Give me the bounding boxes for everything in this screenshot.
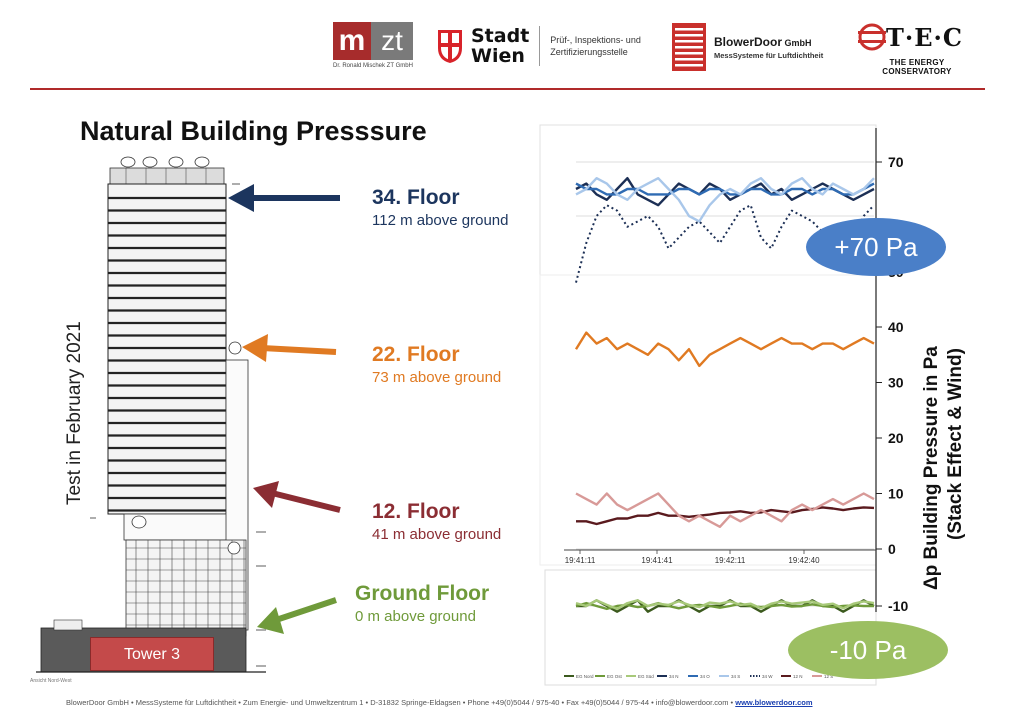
series-12-s: [575, 492, 875, 528]
mzt-logo-zt: zt: [371, 22, 413, 60]
floor-height-ground: 0 m above ground: [355, 608, 476, 625]
legend-entry: EG Ost: [607, 674, 623, 679]
tower-caption: Ansicht Nord-West: [30, 678, 72, 684]
blowerdoor-logo: BlowerDoor GmbH MessSysteme für Luftdich…: [672, 22, 823, 72]
callout-bottom-pressure: -10 Pa: [788, 621, 948, 679]
tower-drawing: [36, 156, 266, 673]
y-tick-label: 0: [888, 541, 896, 557]
footer: BlowerDoor GmbH • MessSysteme für Luftdi…: [66, 698, 966, 707]
page-title: Natural Building Presssure: [80, 116, 427, 146]
floor-label-12: 12. Floor 41 m above ground: [372, 500, 501, 543]
y-tick-label: 40: [888, 319, 904, 335]
x-tick-label: 19:41:41: [641, 556, 673, 565]
wien-line1: Stadt: [471, 25, 530, 47]
floor-label-22: 22. Floor 73 m above ground: [372, 343, 501, 386]
blowerdoor-gmbh: GmbH: [782, 37, 812, 48]
floor-label-34: 34. Floor 112 m above ground: [372, 186, 509, 229]
legend-entry: 34 W: [762, 674, 773, 679]
floor-name-22: 22. Floor: [372, 343, 460, 366]
callout-top-pressure: +70 Pa: [806, 218, 946, 276]
y-tick-label: 10: [888, 486, 904, 502]
tec-letters: T·E·C: [886, 22, 963, 52]
series-34-s: [575, 176, 875, 223]
floor-height-34: 112 m above ground: [372, 212, 509, 229]
legend-entry: 34 O: [700, 674, 710, 679]
mzt-logo-subtitle: Dr. Ronald Mischek ZT GmbH: [333, 63, 413, 69]
floor-name-ground: Ground Floor: [355, 582, 490, 605]
series-34-n: [575, 176, 875, 207]
x-tick-label: 19:42:11: [715, 556, 746, 565]
blowerdoor-name: BlowerDoor: [714, 34, 783, 49]
header-rule: [30, 88, 985, 90]
blowerdoor-stripes-icon: [672, 23, 706, 71]
chart-ylabel-line2: (Stack Effect & Wind): [945, 348, 966, 540]
legend-entry: 34 S: [731, 674, 740, 679]
footer-text: BlowerDoor GmbH • MessSysteme für Luftdi…: [66, 698, 734, 707]
tec-subtitle: THE ENERGY CONSERVATORY: [882, 58, 952, 76]
series-eg-s-d: [575, 599, 875, 611]
wien-divider: [539, 26, 541, 66]
wien-desc-line1: Prüf-, Inspektions- und: [550, 35, 641, 45]
x-tick-label: 19:42:40: [788, 556, 820, 565]
blowerdoor-subtitle: MessSysteme für Luftdichtheit: [714, 50, 824, 60]
y-tick-label: 20: [888, 430, 904, 446]
floor-name-12: 12. Floor: [372, 500, 460, 523]
floor-label-ground: Ground Floor 0 m above ground: [355, 582, 489, 625]
chart-ylabel-line1: Δp Building Pressure in Pa: [921, 346, 942, 590]
legend-entry: EG Nord: [576, 674, 594, 679]
legend-entry: EG Süd: [638, 674, 654, 679]
wien-shield-icon: [438, 30, 462, 63]
y-tick-label: -10: [888, 598, 908, 614]
legend-entry: 12 N: [793, 674, 803, 679]
footer-link[interactable]: www.blowerdoor.com: [735, 698, 813, 707]
legend-entry: 34 N: [669, 674, 679, 679]
stadt-wien-logo: Stadt Wien Prüf-, Inspektions- und Zerti…: [437, 22, 641, 70]
tec-emblem-icon: [858, 23, 886, 51]
y-tick-label: 30: [888, 375, 904, 391]
wien-desc-line2: Zertifizierungsstelle: [550, 47, 628, 57]
floor-height-22: 73 m above ground: [372, 369, 502, 386]
x-tick-label: 19:41:11: [565, 556, 596, 565]
mzt-logo: m zt Dr. Ronald Mischek ZT GmbH: [333, 22, 413, 74]
series-22-s: [574, 331, 875, 368]
series-12-n: [576, 506, 875, 526]
tec-logo: T·E·C THE ENERGY CONSERVATORY: [858, 18, 976, 76]
floor-height-12: 41 m above ground: [372, 526, 502, 543]
mzt-logo-m: m: [333, 22, 371, 60]
legend-entry: 12 S: [824, 674, 833, 679]
wien-line2: Wien: [471, 45, 525, 67]
y-tick-label: 70: [888, 154, 904, 170]
tower-label: Tower 3: [90, 637, 214, 671]
floor-name-34: 34. Floor: [372, 186, 460, 209]
